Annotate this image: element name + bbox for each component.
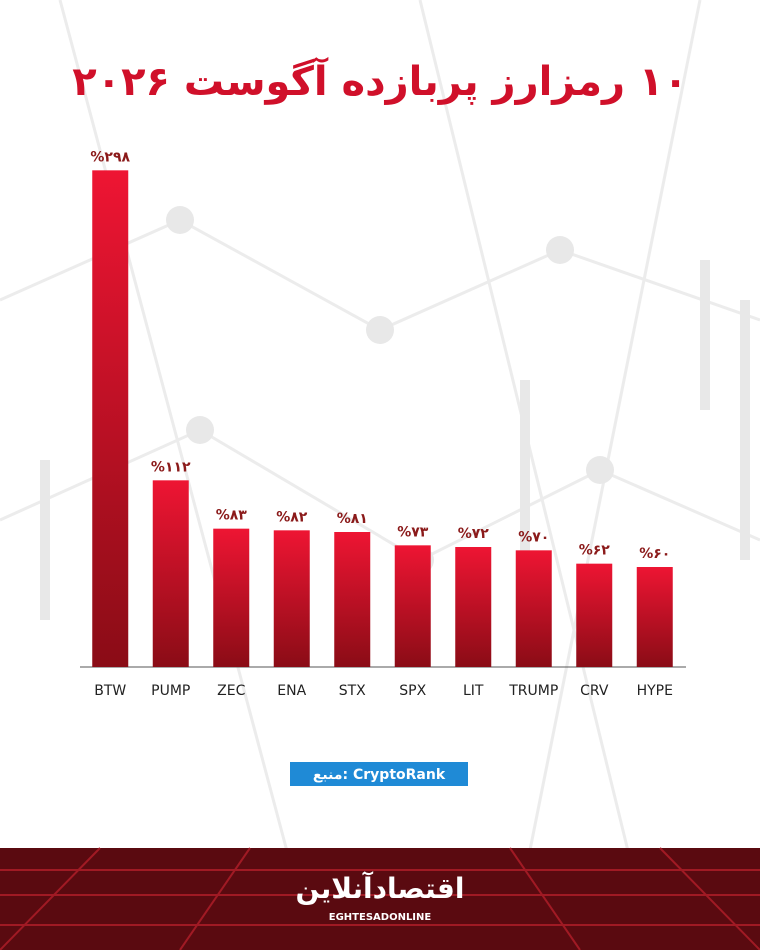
source: منبع: CryptoRank bbox=[313, 767, 446, 783]
value-label: %۲۹۸ bbox=[90, 149, 130, 165]
bar bbox=[394, 545, 431, 667]
value-label: %۶۰ bbox=[639, 546, 670, 562]
value-label: %۱۱۲ bbox=[151, 459, 191, 475]
bar bbox=[515, 550, 552, 667]
x-tick-label: ZEC bbox=[217, 683, 245, 699]
bar bbox=[636, 567, 673, 667]
bar bbox=[455, 547, 492, 667]
x-tick-label: LIT bbox=[463, 683, 484, 699]
bar bbox=[576, 563, 613, 667]
bar bbox=[152, 480, 189, 667]
x-tick-label: SPX bbox=[399, 683, 426, 699]
x-tick-label: PUMP bbox=[151, 683, 190, 699]
x-tick-label: CRV bbox=[580, 683, 609, 699]
bar bbox=[273, 530, 310, 667]
bar bbox=[334, 532, 371, 667]
x-tick-label: ENA bbox=[277, 683, 306, 699]
brand-latin: EGHTESADONLINE bbox=[329, 912, 432, 923]
footer bbox=[0, 848, 760, 950]
x-tick-label: TRUMP bbox=[508, 683, 558, 699]
source-box bbox=[290, 762, 468, 786]
bar bbox=[92, 170, 129, 668]
value-label: %۷۰ bbox=[518, 529, 549, 545]
footer-pattern bbox=[0, 847, 760, 950]
brand: اقتصادآنلاین bbox=[296, 871, 465, 905]
x-tick-label: HYPE bbox=[637, 683, 673, 699]
value-label: %۸۲ bbox=[276, 509, 308, 525]
chart-title: ۱۰ رمزارز پربازده آگوست ۲۰۲۶ bbox=[72, 56, 687, 105]
value-label: %۸۳ bbox=[216, 508, 248, 524]
value-label: %۷۲ bbox=[458, 526, 490, 542]
bar bbox=[213, 528, 250, 667]
x-tick-label: STX bbox=[339, 683, 366, 699]
value-label: %۶۲ bbox=[579, 543, 611, 559]
x-tick-label: BTW bbox=[94, 683, 126, 699]
value-label: %۷۳ bbox=[397, 524, 429, 540]
value-label: %۸۱ bbox=[337, 511, 368, 527]
